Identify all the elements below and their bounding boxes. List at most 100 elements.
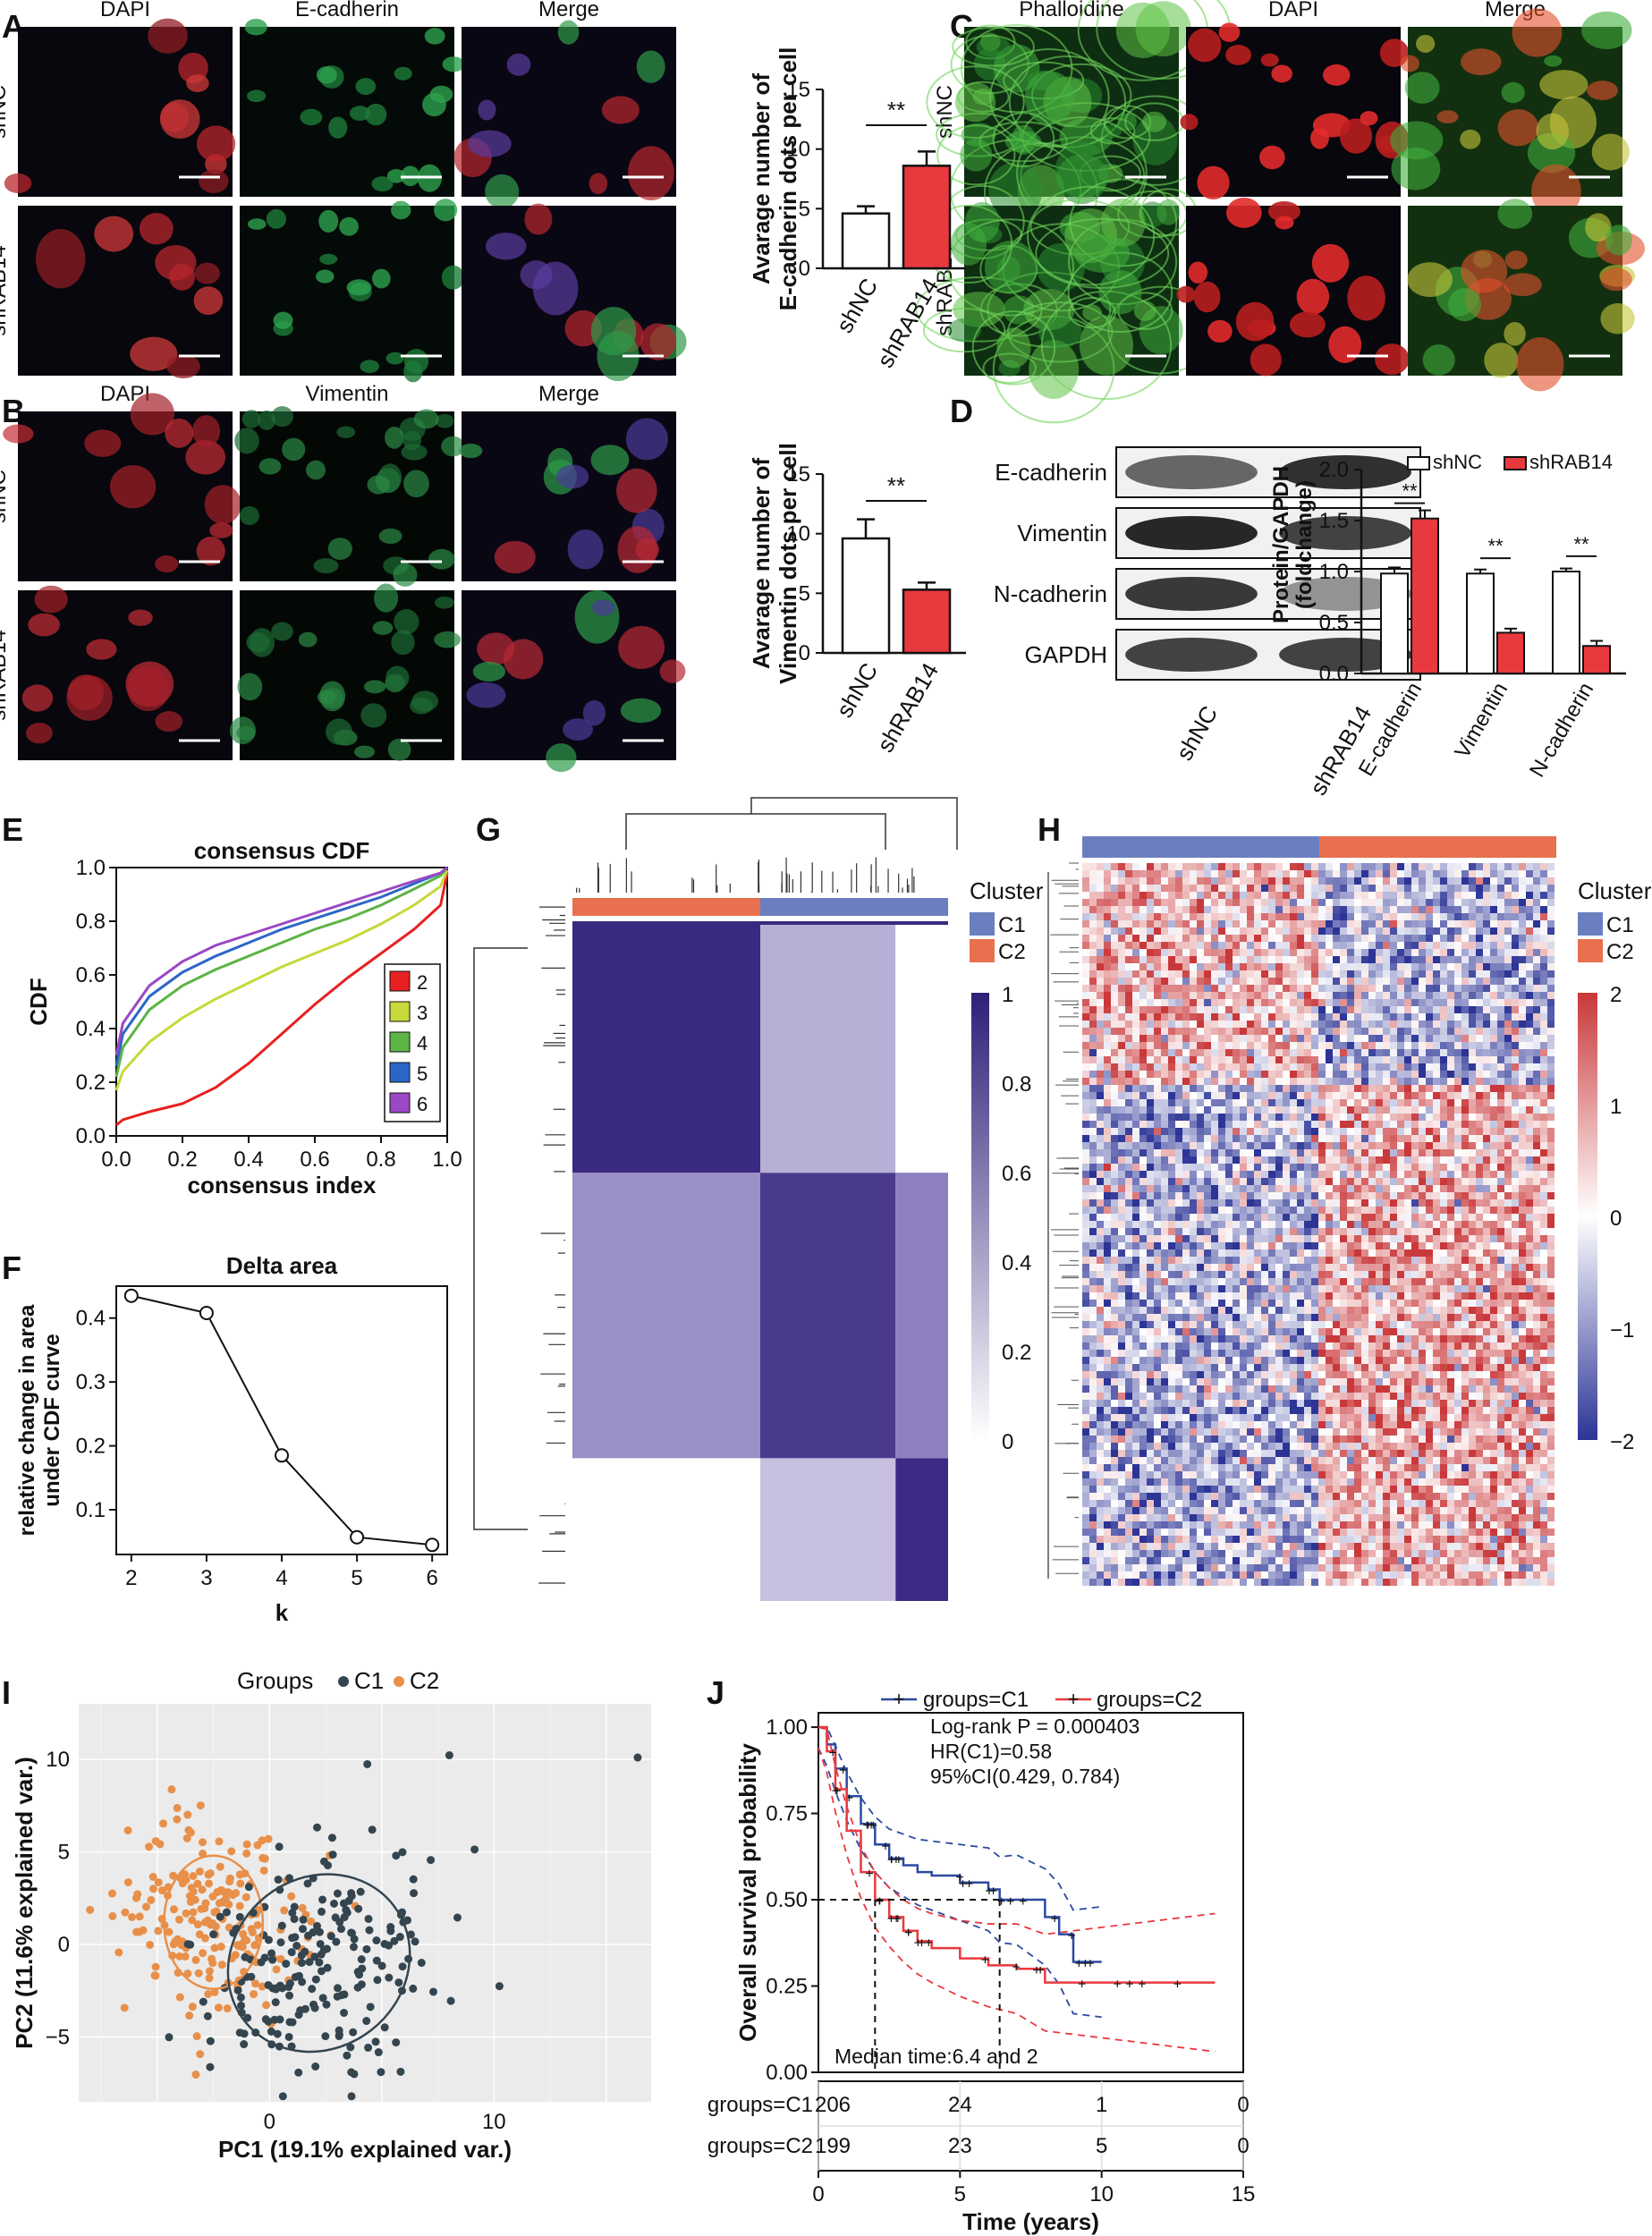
pca-point-C2 — [215, 1899, 224, 1908]
cell-outline — [936, 124, 1016, 186]
cell-blob — [306, 460, 326, 480]
pca-point-C1 — [372, 1936, 381, 1945]
pca-point-C2 — [206, 1967, 215, 1976]
censor-mark: + — [881, 1839, 889, 1854]
delta-point — [350, 1529, 365, 1545]
cell-blob — [1404, 72, 1440, 104]
cell-blob — [1416, 34, 1436, 53]
pca-point-C1 — [267, 2027, 275, 2036]
cell-blob — [385, 351, 404, 365]
legend-label: 2 — [417, 971, 428, 994]
pca-point-C2 — [173, 1815, 182, 1824]
chart-title: consensus CDF — [194, 837, 370, 864]
pca-point-C2 — [181, 1870, 190, 1879]
panel-letter-F: F — [2, 1249, 21, 1286]
pca-point-C2 — [307, 1917, 316, 1926]
blot-band — [1279, 576, 1411, 612]
cell-blob — [367, 475, 390, 495]
y-tick-label: 0.25 — [766, 1975, 808, 1999]
pca-point-C2 — [149, 1885, 158, 1893]
micro-col-label: DAPI — [100, 0, 150, 21]
cell-blob — [459, 443, 483, 459]
pca-point-C2 — [173, 1804, 182, 1813]
pca-point-C1 — [368, 1825, 377, 1834]
cell-blob — [372, 621, 394, 635]
pca-point-C2 — [223, 2004, 232, 2013]
km-ci-groups=C2 — [818, 1747, 1216, 2053]
pca-point-C2 — [260, 1854, 269, 1863]
cell-blob — [34, 585, 68, 614]
cluster-bar-C2 — [572, 898, 760, 916]
cell-blob — [3, 424, 34, 444]
cell-blob — [360, 360, 379, 374]
cell-blob — [336, 426, 355, 438]
pca-point-C2 — [175, 1952, 184, 1961]
cell-blob — [1375, 343, 1410, 376]
cluster-bar-C1 — [1082, 836, 1319, 858]
pca-point-C1 — [317, 1950, 326, 1959]
pca-point-C1 — [298, 1925, 307, 1934]
cell-blob — [428, 548, 455, 570]
cell-blob — [194, 262, 220, 284]
pca-point-C2 — [167, 1785, 176, 1794]
stat-annotation: 95%CI(0.429, 0.784) — [930, 1765, 1120, 1788]
cell-blob — [192, 415, 221, 447]
pca-point-C1 — [296, 2006, 305, 2015]
cell-blob — [1600, 303, 1635, 335]
x-tick-label: shNC — [831, 274, 883, 337]
cell-blob — [625, 418, 668, 461]
pca-point-C1 — [318, 1907, 326, 1916]
cell-blob — [394, 609, 419, 635]
cell-blob — [229, 716, 256, 745]
y-tick-label: 0.4 — [76, 1017, 106, 1041]
censor-mark: + — [925, 1935, 933, 1951]
cell-blob — [424, 28, 445, 45]
cell-blob — [1098, 270, 1142, 315]
pca-point-C1 — [404, 1954, 413, 1963]
cell-blob — [567, 529, 604, 570]
pca-point-C1 — [411, 1937, 419, 1946]
cell-blob — [139, 213, 174, 245]
cell-blob — [402, 430, 421, 451]
cell-blob — [319, 253, 338, 265]
cell-blob — [429, 85, 453, 104]
y-tick-label: 10 — [786, 138, 810, 162]
pca-point-C1 — [318, 1895, 327, 1904]
cell-blob — [960, 138, 993, 172]
y-tick-label: 5 — [799, 581, 810, 606]
pca-point-C1 — [342, 1905, 351, 1914]
pca-point-C1 — [340, 2008, 349, 2017]
pca-point-C1 — [310, 1952, 319, 1961]
cell-blob — [1275, 216, 1294, 230]
cell-blob — [1328, 326, 1362, 363]
colorbar-label: 2 — [1610, 983, 1622, 1007]
pca-point-C2 — [151, 1837, 160, 1846]
km-ci-groups=C1 — [818, 1747, 1102, 2019]
cell-blob — [1531, 164, 1581, 219]
pca-point-C1 — [278, 1984, 287, 1993]
cell-blob — [385, 426, 404, 449]
x-tick-label: 10 — [1089, 2182, 1114, 2206]
pca-point-C2 — [174, 1915, 183, 1924]
panel-letter-E: E — [2, 811, 23, 848]
cell-blob — [196, 536, 225, 566]
cell-outline — [971, 310, 1056, 385]
cell-blob — [1339, 118, 1373, 154]
legend-swatch — [389, 1001, 411, 1022]
cell-blob — [209, 522, 233, 538]
pca-point-C1 — [267, 1949, 276, 1958]
median-annotation: Median time:6.4 and 2 — [834, 2045, 1038, 2068]
y-tick-label: 0.3 — [76, 1370, 106, 1394]
risk-row-label: groups=C2 — [707, 2134, 813, 2158]
delta-line — [131, 1294, 433, 1546]
pca-point-C2 — [239, 1929, 248, 1938]
pca-point-C2 — [258, 1836, 267, 1845]
cell-blob — [1497, 109, 1539, 147]
pca-point-C1 — [346, 2043, 355, 2052]
cell-blob — [387, 738, 411, 761]
x-tick-label: 0.0 — [101, 1148, 131, 1172]
significance-label: ** — [1402, 480, 1418, 503]
cell-blob — [403, 470, 429, 498]
pca-point-C1 — [372, 1956, 381, 1965]
pca-point-C1 — [356, 1887, 365, 1896]
